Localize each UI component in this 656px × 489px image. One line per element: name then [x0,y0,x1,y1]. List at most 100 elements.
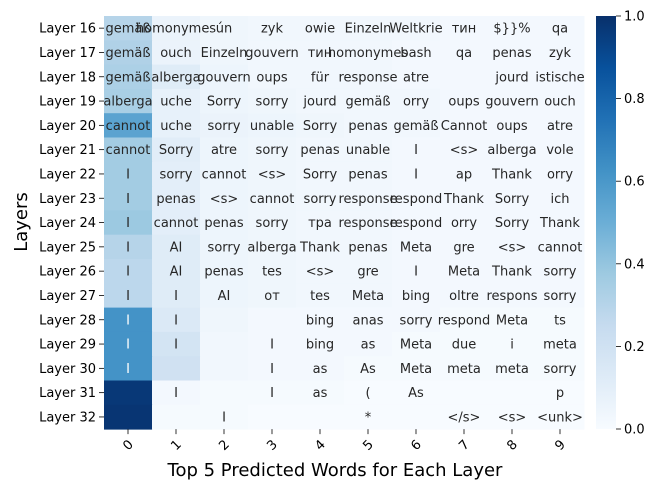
heatmap-cell [344,259,393,284]
heatmap-cell [296,307,345,333]
heatmap-cell [104,307,153,333]
heatmap-cell [392,88,441,114]
heatmap-cell [344,210,393,236]
cell-label: I [126,240,130,255]
cell-label: $}}% [493,22,530,37]
cell-label: Meta [400,240,432,255]
x-tick-label: 7 [456,437,472,453]
cell-label: respons [486,289,537,304]
heatmap-cell [104,331,153,357]
x-tick-label: 1 [168,437,184,453]
cell-label: ( [365,386,370,401]
cell-label: uche [160,119,192,134]
heatmap-cell [248,88,297,114]
heatmap-cell [200,161,249,187]
y-tick-label: Layer 16 [39,22,96,37]
colorbar-tick-label: 0.2 [624,340,645,355]
cell-label: Sorry [495,216,530,231]
heatmap-cell [488,307,537,333]
x-axis-ticks: 0 1 2 3 4 5 6 7 8 9 [120,429,569,454]
heatmap-cell [440,16,489,41]
heatmap-cell [152,234,201,260]
cell-label: unable [250,119,294,134]
cell-label: <unk> [537,410,583,425]
heatmap-cell [344,283,393,309]
cell-label: istische [535,70,584,85]
cell-label: sorry [304,192,337,207]
heatmap-cell [392,331,441,357]
heatmap-cell [344,161,393,187]
cell-label: response [338,216,397,231]
cell-label: I [222,410,226,425]
cell-label: oups [256,70,287,85]
heatmap-cell [296,16,345,41]
heatmap-cell [296,380,345,406]
cell-label: I [270,386,274,401]
cell-label: atre [403,70,429,85]
heatmap-cell [440,137,489,163]
heatmap-cell [344,113,393,138]
heatmap-cell [440,88,489,114]
heatmap-cell [392,307,441,333]
heatmap-cell [440,64,489,90]
heatmap-cell [344,307,393,333]
cell-label: Sorry [303,167,338,182]
cell-label: owie [305,22,335,37]
cell-label: от [264,289,280,304]
heatmap-cell [296,210,345,236]
cell-label: ouch [544,95,576,110]
heatmap-cell [104,234,153,260]
heatmap-cell [392,186,441,211]
x-tick-label: 2 [216,437,232,453]
heatmap-cell [536,259,585,284]
cell-label: penas [300,143,339,158]
x-tick-label: 4 [312,437,328,453]
cell-label: atre [547,119,573,134]
heatmap-cell [344,16,393,41]
cell-label: orry [547,167,573,182]
cell-label: anas [353,313,384,328]
cell-label: orry [403,95,429,110]
cell-label: penas [348,119,387,134]
heatmap-cell [152,380,201,406]
heatmap-cell [440,186,489,211]
cell-label: cannot [538,240,583,255]
y-axis-label: Layers [11,192,32,252]
cell-label: Thank [539,216,580,231]
y-tick-label: Layer 26 [39,265,96,280]
cell-label: sorry [544,362,577,377]
y-tick-label: Layer 24 [39,216,96,231]
cell-label: ap [456,167,472,182]
cell-label: alberga [151,70,200,85]
cell-label: sorry [544,265,577,280]
cell-label: Meta [400,362,432,377]
y-tick-label: Layer 30 [39,362,96,377]
heatmap-cell [200,234,249,260]
cell-label: cannot [106,143,151,158]
heatmap-cell [392,137,441,163]
heatmap-cell [536,234,585,260]
heatmap-cell [248,40,297,66]
heatmap-cell [536,113,585,138]
cell-label: * [365,410,372,425]
cell-label: as [361,338,376,353]
x-axis-label: Top 5 Predicted Words for Each Layer [167,460,504,481]
cell-label: cannot [106,119,151,134]
cell-label: I [126,192,130,207]
cell-label: gemäß [393,119,438,134]
heatmap-cell [296,186,345,211]
heatmap-cell [344,234,393,260]
y-tick-label: Layer 31 [39,386,96,401]
heatmap-cell [248,331,297,357]
heatmap-cell [248,161,297,187]
heatmap-cell [248,210,297,236]
heatmap-cell [248,16,297,41]
heatmap-cell [296,161,345,187]
heatmap-cell [152,259,201,284]
heatmap-cell [152,283,201,309]
heatmap-cell [488,331,537,357]
heatmap-cell [536,186,585,211]
cell-label: Sorry [159,143,194,158]
cell-label: qa [456,46,472,61]
cell-label: I [414,167,418,182]
